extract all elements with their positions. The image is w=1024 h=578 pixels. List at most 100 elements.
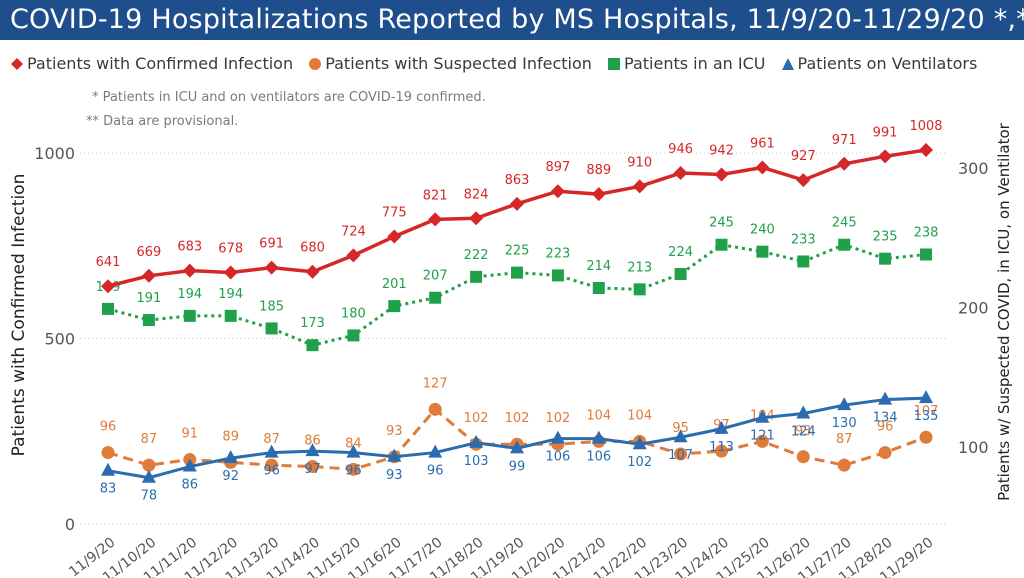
data-point-ventilators [878,391,893,405]
y-axis-label-left: Patients with Confirmed Infection [9,173,29,457]
data-point-icu [224,309,237,322]
data-point-ventilators [673,429,688,443]
data-point-icu [838,238,851,251]
data-point-ventilators [346,444,361,458]
circle-marker-icon [309,58,322,70]
data-label-icu: 240 [750,223,775,238]
data-point-confirmed [346,248,361,263]
data-point-ventilators [837,397,852,411]
data-point-suspected [837,458,851,472]
data-label-ventilators: 96 [345,464,362,479]
data-label-suspected: 104 [586,408,611,423]
y-tick-label-left: 0 [65,515,75,534]
data-point-confirmed [141,268,156,283]
data-label-confirmed: 824 [464,187,489,202]
triangle-marker-icon [781,58,794,70]
data-point-ventilators [101,462,115,476]
data-label-icu: 207 [423,269,448,284]
data-label-icu: 191 [136,291,161,306]
data-label-suspected: 102 [464,411,489,426]
data-label-ventilators: 96 [263,464,280,479]
data-point-suspected [796,450,810,464]
data-point-icu [551,269,564,282]
data-point-confirmed [550,184,565,199]
legend-item-icu: Patients in an ICU [607,54,765,73]
data-point-ventilators [305,443,320,457]
data-point-icu [142,314,155,327]
legend-item-suspected: Patients with Suspected Infection [308,54,592,73]
chart-title: COVID-19 Hospitalizations Reported by MS… [10,4,1024,35]
data-point-icu [674,268,687,281]
data-point-icu [920,248,932,261]
data-point-suspected [101,446,115,460]
data-label-confirmed: 991 [873,125,898,140]
data-point-icu [429,291,442,304]
data-point-icu [633,283,646,296]
data-label-suspected: 107 [914,404,939,419]
data-point-icu [511,266,523,279]
data-point-confirmed [591,187,606,202]
data-label-icu: 185 [259,299,284,314]
data-point-ventilators [632,436,647,450]
data-label-suspected: 102 [505,411,530,426]
data-label-ventilators: 106 [545,450,570,465]
data-point-confirmed [428,212,443,227]
data-label-ventilators: 124 [791,425,816,440]
square-marker-icon [608,58,621,70]
data-label-ventilators: 121 [750,429,775,444]
data-point-confirmed [387,229,402,244]
data-point-confirmed [264,260,279,275]
data-label-icu: 201 [382,277,407,292]
data-label-icu: 222 [464,248,489,263]
data-label-suspected: 96 [877,420,894,435]
y-tick-label-right: 200 [958,299,989,318]
data-point-confirmed [182,263,197,278]
data-point-ventilators [550,430,565,444]
data-label-icu: 223 [545,246,570,261]
data-label-ventilators: 130 [832,416,857,431]
y-axis-label-right: Patients w/ Suspected COVID, in ICU, on … [995,123,1013,501]
data-point-suspected [265,458,279,472]
data-label-ventilators: 113 [709,440,734,455]
legend-label-confirmed: Patients with Confirmed Infection [27,54,294,73]
data-label-suspected: 87 [141,432,158,447]
data-point-ventilators [755,409,770,423]
data-label-confirmed: 641 [96,255,121,270]
data-point-icu [306,339,319,352]
data-point-suspected [674,447,688,461]
data-label-suspected: 93 [386,424,403,439]
data-label-confirmed: 942 [709,144,734,159]
diamond-marker-icon [11,58,23,70]
data-label-icu: 225 [505,244,530,259]
data-label-confirmed: 821 [423,188,448,203]
data-point-confirmed [796,173,811,188]
data-point-icu [797,255,810,268]
data-label-ventilators: 86 [182,478,199,493]
data-label-icu: 235 [873,230,898,245]
data-point-ventilators [714,420,729,434]
data-point-confirmed [632,179,647,194]
data-point-confirmed [101,279,115,294]
data-point-icu [102,302,114,315]
data-label-suspected: 87 [836,432,853,447]
legend-label-ventilators: Patients on Ventilators [797,54,978,73]
data-label-ventilators: 78 [141,489,158,504]
data-point-confirmed [469,211,484,226]
data-label-ventilators: 135 [914,409,939,424]
data-label-confirmed: 910 [627,155,652,170]
data-point-icu [592,281,605,294]
data-label-confirmed: 971 [832,133,857,148]
data-point-icu [756,245,769,258]
data-label-ventilators: 134 [873,411,898,426]
data-label-confirmed: 961 [750,136,775,151]
data-point-icu [347,329,360,342]
data-label-suspected: 127 [423,376,448,391]
data-point-ventilators [469,434,484,448]
data-label-suspected: 89 [222,429,239,444]
data-label-confirmed: 863 [505,173,530,188]
data-label-icu: 213 [627,260,652,275]
data-label-suspected: 86 [304,434,321,449]
data-label-suspected: 91 [182,427,199,442]
data-label-confirmed: 1008 [909,119,942,134]
data-point-ventilators [510,440,524,454]
